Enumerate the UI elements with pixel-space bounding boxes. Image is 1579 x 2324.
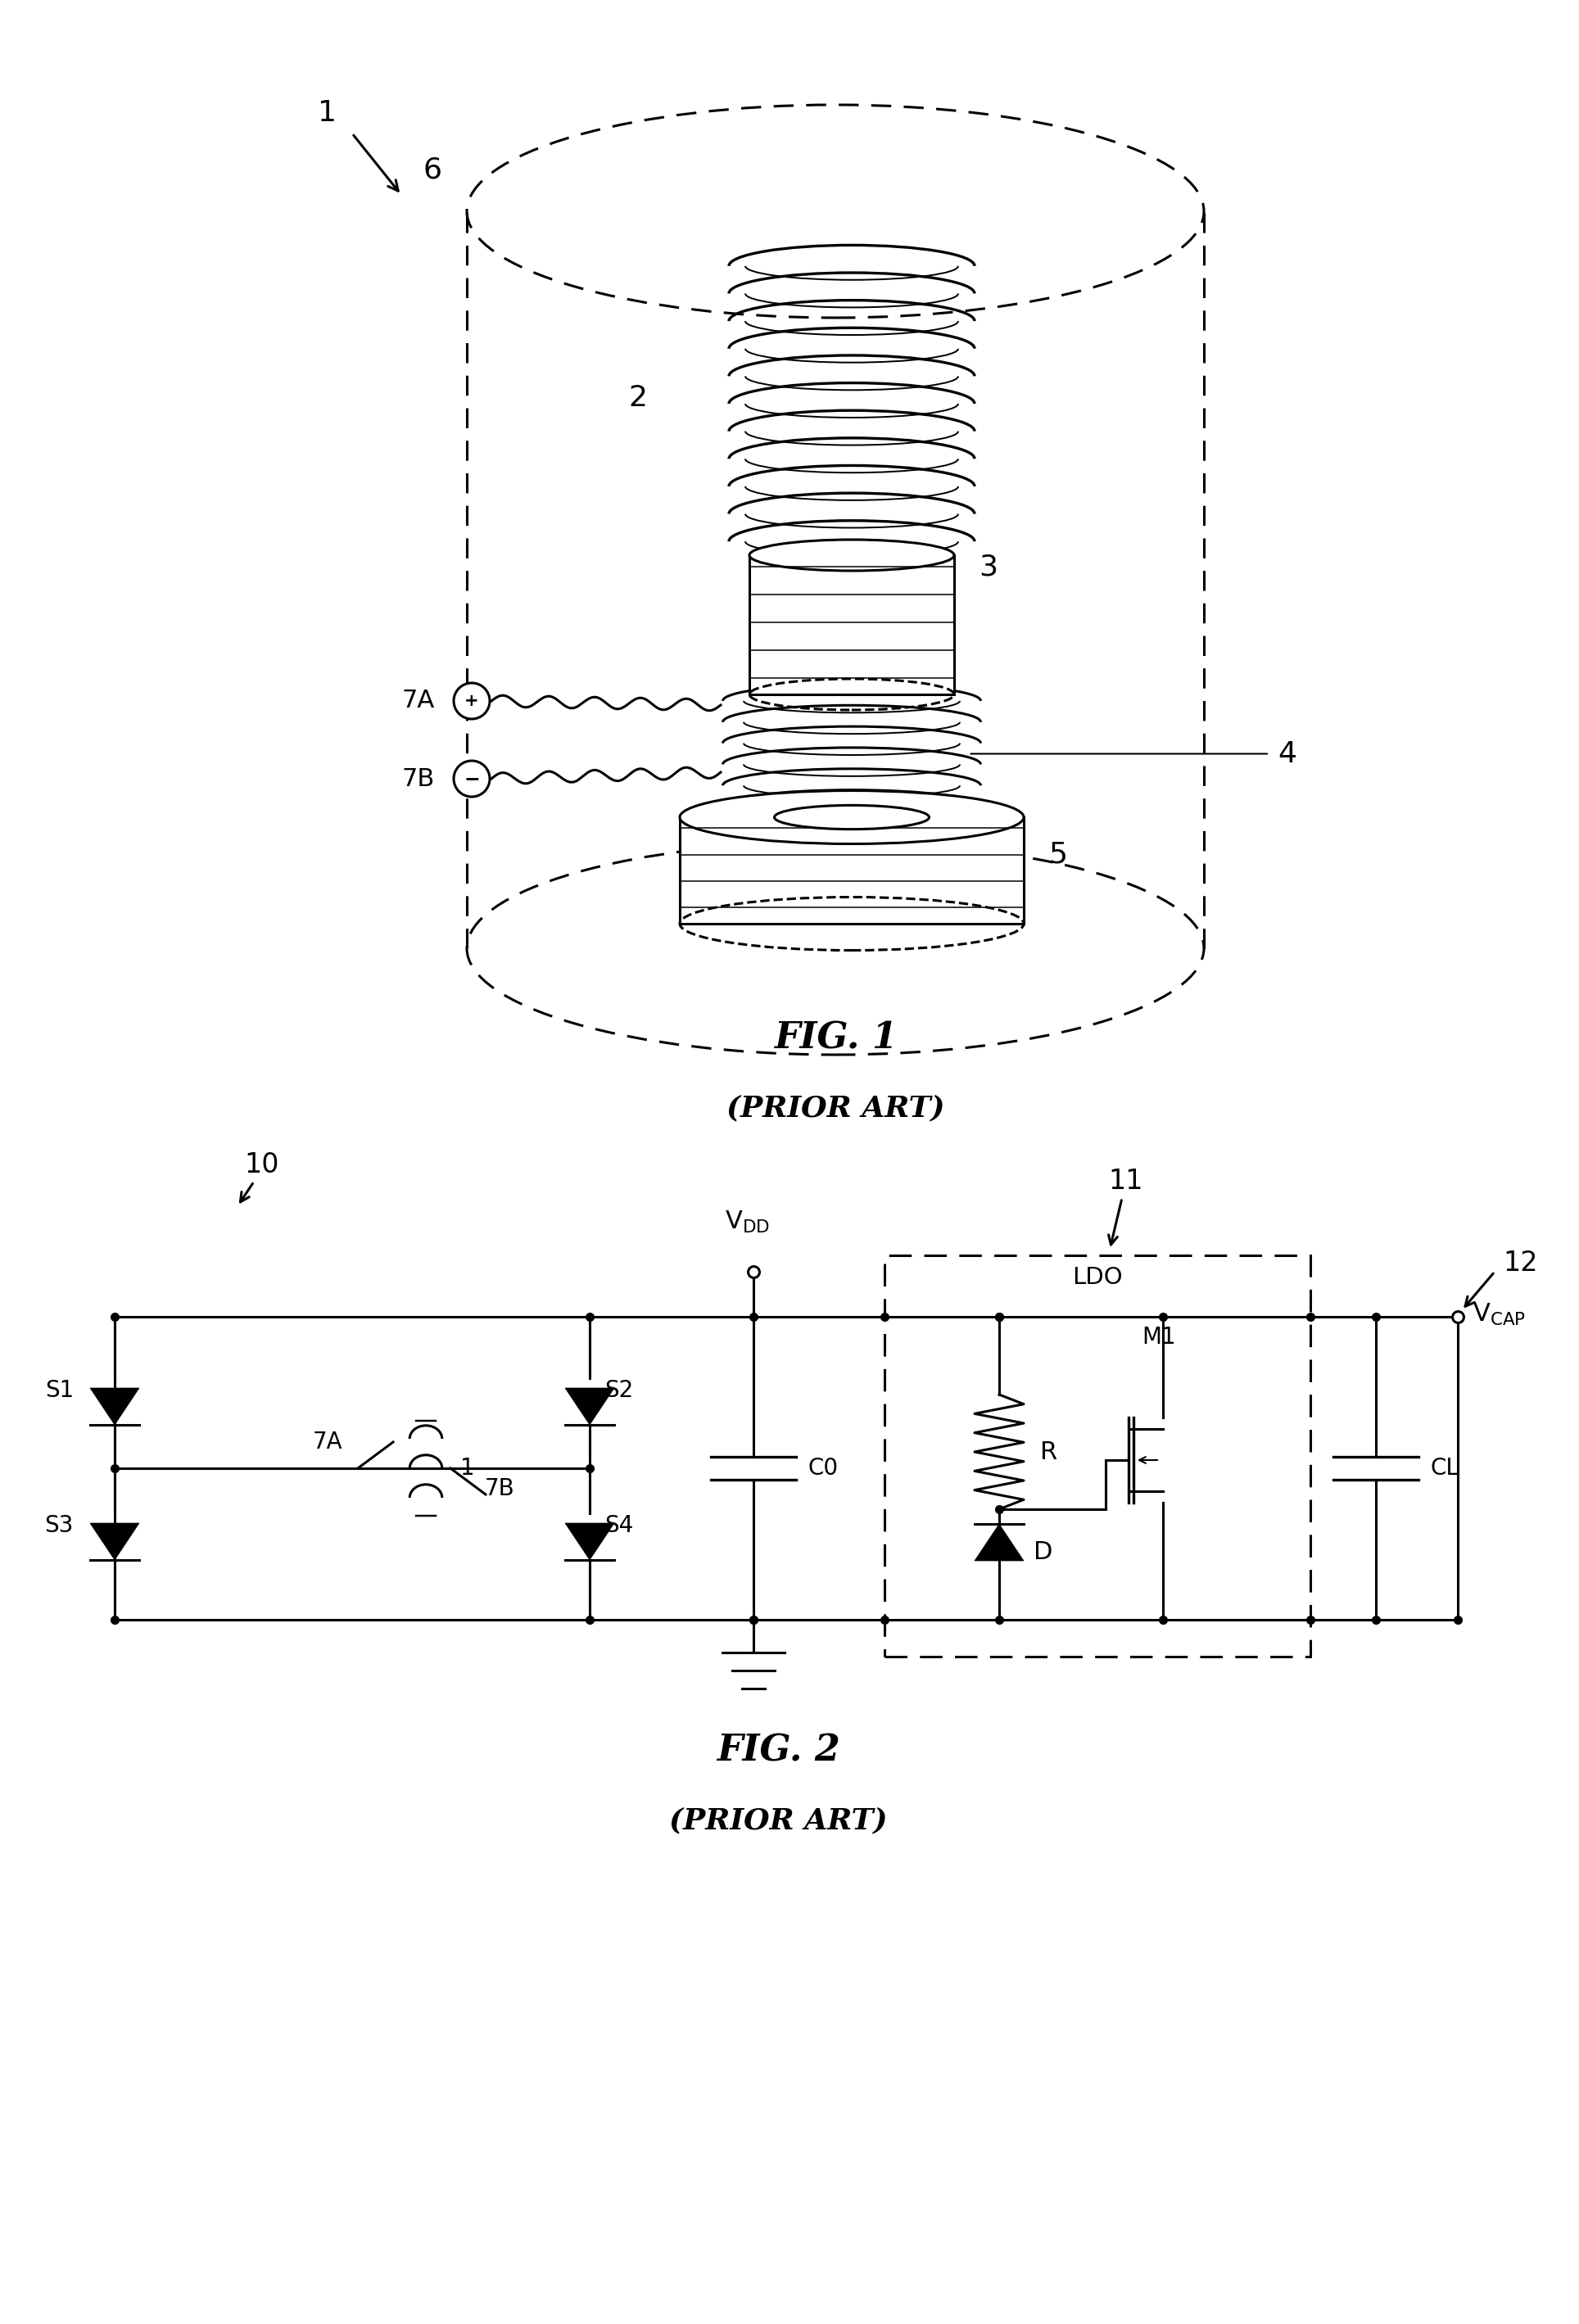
- Text: S3: S3: [44, 1515, 74, 1536]
- Text: 7A: 7A: [403, 690, 434, 713]
- Text: CL: CL: [1431, 1457, 1459, 1480]
- Text: 3: 3: [979, 553, 998, 581]
- Ellipse shape: [774, 806, 928, 830]
- Polygon shape: [565, 1387, 614, 1425]
- Bar: [884, 1255, 1311, 1657]
- Text: M1: M1: [1142, 1325, 1176, 1348]
- Polygon shape: [565, 1522, 614, 1559]
- Text: LDO: LDO: [1072, 1267, 1123, 1290]
- Text: 10: 10: [245, 1153, 279, 1178]
- Text: S4: S4: [605, 1515, 633, 1536]
- Circle shape: [453, 683, 489, 718]
- Text: 7B: 7B: [403, 767, 434, 790]
- Text: 6: 6: [423, 156, 442, 184]
- Bar: [750, 555, 954, 695]
- Text: $\mathregular{V_{DD}}$: $\mathregular{V_{DD}}$: [725, 1208, 769, 1234]
- Polygon shape: [90, 1387, 139, 1425]
- Text: FIG. 2: FIG. 2: [717, 1734, 840, 1769]
- Polygon shape: [90, 1522, 139, 1559]
- Text: S1: S1: [44, 1378, 74, 1401]
- Text: 5: 5: [1048, 841, 1067, 869]
- Text: +: +: [464, 693, 478, 709]
- Bar: [679, 818, 1023, 923]
- Circle shape: [453, 760, 489, 797]
- Text: R: R: [1041, 1441, 1058, 1464]
- Text: 11: 11: [1108, 1169, 1143, 1195]
- Text: C0: C0: [808, 1457, 838, 1480]
- Polygon shape: [974, 1525, 1023, 1562]
- Text: (PRIOR ART): (PRIOR ART): [669, 1806, 887, 1834]
- Text: 1: 1: [459, 1457, 475, 1480]
- Text: 7B: 7B: [485, 1478, 515, 1501]
- Text: D: D: [1034, 1541, 1053, 1564]
- Text: $\mathregular{V_{CAP}}$: $\mathregular{V_{CAP}}$: [1473, 1301, 1525, 1327]
- Text: 7A: 7A: [313, 1432, 343, 1452]
- Ellipse shape: [679, 790, 1023, 844]
- Text: (PRIOR ART): (PRIOR ART): [726, 1095, 944, 1122]
- Text: 12: 12: [1503, 1250, 1538, 1278]
- Text: 1: 1: [319, 100, 336, 128]
- Text: −: −: [464, 769, 480, 788]
- Text: 2: 2: [628, 383, 647, 411]
- Text: 4: 4: [1277, 739, 1296, 767]
- Text: S2: S2: [605, 1378, 633, 1401]
- Text: FIG. 1: FIG. 1: [774, 1020, 897, 1055]
- Ellipse shape: [750, 539, 954, 572]
